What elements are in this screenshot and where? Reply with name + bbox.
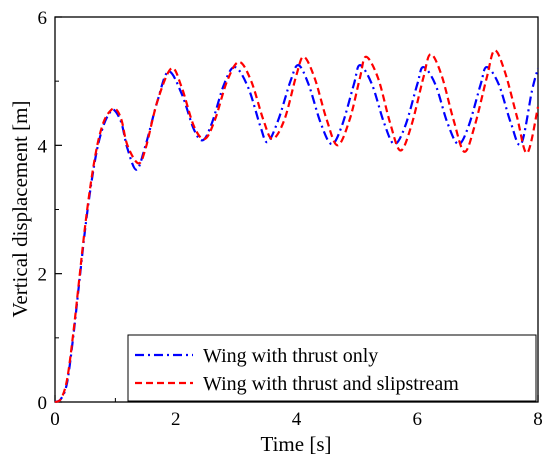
- series-line-thrust-and-slipstream: [54, 49, 540, 404]
- y-tick-label: 4: [38, 136, 48, 157]
- y-tick-label: 0: [38, 393, 48, 414]
- series-line-thrust-only: [54, 64, 540, 404]
- x-tick-label: 8: [533, 409, 543, 430]
- legend-box: [127, 334, 537, 402]
- x-tick-label: 4: [292, 409, 302, 430]
- legend-label-thrust-and-slipstream: Wing with thrust and slipstream: [203, 373, 459, 395]
- x-tick-label: 2: [171, 409, 181, 430]
- legend: Wing with thrust only Wing with thrust a…: [127, 334, 537, 402]
- legend-label-thrust-only: Wing with thrust only: [203, 345, 378, 367]
- x-axis-title: Time [s]: [261, 432, 332, 456]
- x-tick-label: 6: [413, 409, 423, 430]
- axis-tick-labels: 0 2 4 6 8 0 2 4 6: [38, 8, 543, 430]
- y-tick-label: 2: [38, 265, 48, 286]
- series-layer: [54, 49, 540, 404]
- x-tick-label: 0: [50, 409, 60, 430]
- y-tick-label: 6: [38, 8, 48, 29]
- y-axis-title: Vertical displacement [m]: [8, 101, 32, 318]
